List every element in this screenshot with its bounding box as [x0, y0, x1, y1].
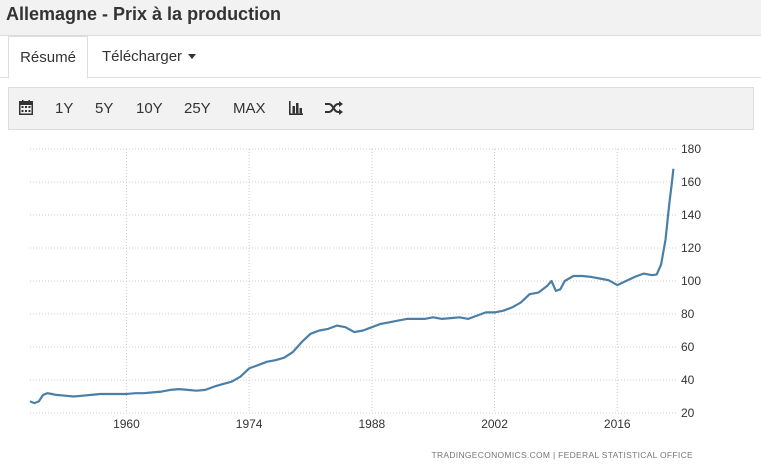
x-tick-label: 2016 [604, 417, 631, 431]
range-25y-button[interactable]: 25Y [184, 100, 211, 117]
chart-area: 1960 1974 1988 2002 2016 20 40 60 80 100 120 140 16… [0, 130, 761, 476]
tab-download[interactable]: Télécharger [102, 36, 197, 78]
range-10y-button[interactable]: 10Y [136, 100, 163, 117]
x-tick-label: 1960 [113, 417, 140, 431]
range-5y-button[interactable]: 5Y [95, 100, 114, 117]
x-tick-label: 1974 [236, 417, 263, 431]
y-tick-label: 40 [681, 373, 695, 387]
y-tick-label: 120 [681, 241, 701, 255]
y-tick-label: 140 [681, 208, 701, 222]
chart-toolbar: 1Y 5Y 10Y 25Y MAX [8, 87, 754, 130]
tab-download-label: Télécharger [102, 48, 183, 65]
line-chart: 1960 1974 1988 2002 2016 20 40 60 80 100 120 140 16… [29, 142, 701, 431]
tab-bar: Résumé Télécharger [0, 36, 761, 79]
y-tick-label: 80 [681, 307, 695, 321]
x-tick-label: 1988 [358, 417, 385, 431]
range-1y-button[interactable]: 1Y [55, 100, 74, 117]
x-tick-label: 2002 [481, 417, 508, 431]
shuffle-icon[interactable] [325, 101, 343, 120]
calendar-icon[interactable] [19, 100, 33, 120]
caret-down-icon [188, 54, 197, 59]
y-tick-label: 20 [681, 406, 695, 420]
y-tick-label: 160 [681, 175, 701, 189]
bar-chart-icon[interactable] [289, 101, 303, 120]
y-tick-label: 180 [681, 142, 701, 156]
page-title: Allemagne - Prix à la production [6, 4, 282, 24]
title-bar: Allemagne - Prix à la production [0, 0, 761, 36]
range-max-button[interactable]: MAX [233, 100, 266, 117]
y-tick-label: 60 [681, 340, 695, 354]
series-line [29, 168, 675, 405]
y-tick-label: 100 [681, 274, 701, 288]
source-note: TRADINGECONOMICS.COM | FEDERAL STATISTIC… [431, 450, 693, 460]
tab-summary[interactable]: Résumé [8, 36, 88, 79]
